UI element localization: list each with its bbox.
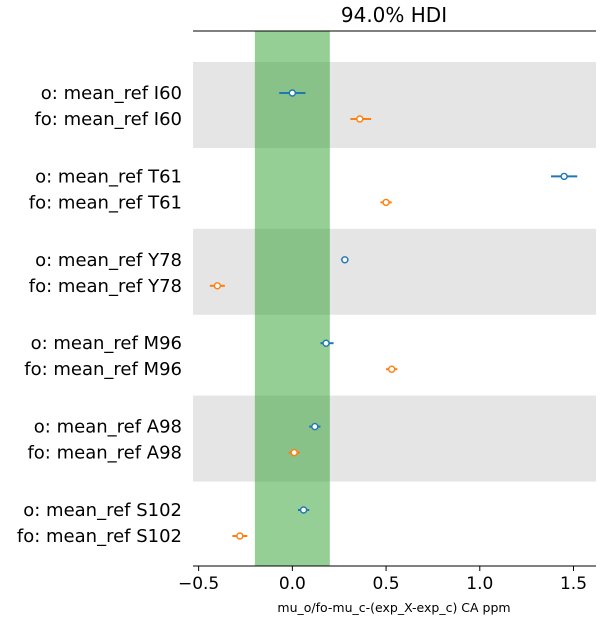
mean-point [560, 172, 568, 181]
group-bands [193, 62, 596, 482]
row-label: fo: mean_ref S102 [17, 526, 182, 547]
mean-point [299, 506, 308, 514]
row-label: fo: mean_ref M96 [24, 359, 182, 380]
rope-region [254, 31, 330, 566]
mean-point [213, 282, 222, 290]
row-label: o: mean_ref Y78 [35, 250, 182, 271]
mean-point [290, 448, 298, 457]
rope-rect [254, 31, 330, 566]
mean-point [387, 365, 396, 373]
row-label: fo: mean_ref A98 [27, 443, 182, 464]
group-band [193, 62, 596, 148]
mean-point [356, 115, 364, 123]
group-band [193, 395, 596, 482]
mean-point [236, 532, 244, 540]
row-label: fo: mean_ref Y78 [29, 276, 182, 297]
x-axis-label: mu_o/fo-mu_c-(exp_X-exp_c) CA ppm [277, 600, 510, 615]
row-label: o: mean_ref M96 [31, 333, 182, 354]
mean-point [311, 422, 319, 431]
row-label: fo: mean_ref I60 [34, 109, 182, 130]
chart-title: 94.0% HDI [341, 3, 447, 27]
x-axis: −0.5 0.0 0.5 1.0 1.5 [178, 565, 596, 594]
x-tick-label: 1.0 [466, 574, 493, 594]
mean-point [382, 198, 390, 207]
mean-point [322, 339, 330, 347]
row-label: o: mean_ref S102 [23, 500, 182, 521]
row-label: o: mean_ref A98 [34, 417, 182, 438]
interval-marks [209, 89, 578, 540]
row-label: fo: mean_ref T61 [29, 192, 182, 213]
x-tick-label: 0.5 [373, 574, 400, 594]
row-label: o: mean_ref I60 [41, 83, 182, 104]
x-tick-label: 0.0 [279, 574, 306, 594]
row-labels: o: mean_ref I60 fo: mean_ref I60 o: mean_r… [17, 83, 182, 547]
x-tick-label: 1.5 [560, 574, 587, 594]
mean-point [288, 89, 297, 97]
row-label: o: mean_ref T61 [35, 166, 182, 187]
mean-point [341, 256, 349, 264]
group-band [193, 228, 596, 315]
x-tick-label: −0.5 [178, 574, 219, 594]
